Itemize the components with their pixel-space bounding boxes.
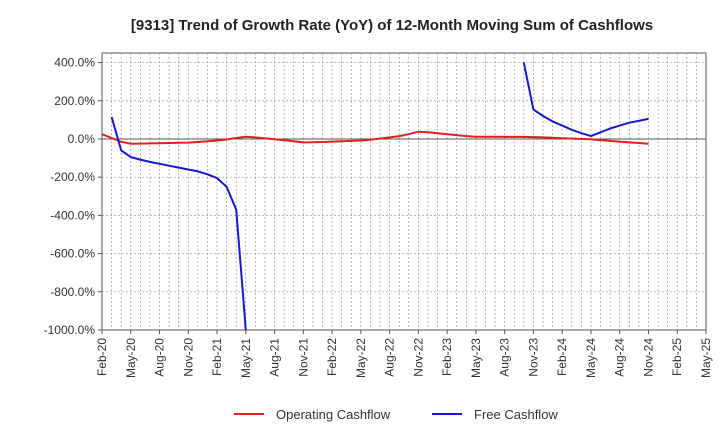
y-tick-label: -800.0% <box>50 285 95 299</box>
x-tick-label: Nov-24 <box>641 338 655 377</box>
x-tick-label: Nov-20 <box>181 338 195 377</box>
y-tick-label: -200.0% <box>50 170 95 184</box>
x-tick-label: Feb-25 <box>670 338 684 376</box>
y-tick-label: -1000.0% <box>44 323 96 337</box>
x-tick-label: Feb-24 <box>555 338 569 376</box>
y-tick-label: -600.0% <box>50 247 95 261</box>
x-tick-label: Nov-23 <box>526 338 540 377</box>
x-tick-label: May-23 <box>469 338 483 378</box>
x-tick-label: Feb-20 <box>95 338 109 376</box>
series-line-1 <box>102 130 649 145</box>
plot-area <box>101 52 707 331</box>
x-tick-label: May-22 <box>354 338 368 378</box>
x-tick-label: Aug-20 <box>153 338 167 377</box>
x-tick-label: Nov-21 <box>296 338 310 377</box>
chart-title: [9313] Trend of Growth Rate (YoY) of 12-… <box>131 17 653 34</box>
x-tick-label: Feb-22 <box>325 338 339 376</box>
x-tick-label: May-24 <box>584 338 598 378</box>
x-tick-label: May-21 <box>239 338 253 378</box>
legend-label: Operating Cashflow <box>276 407 391 422</box>
x-tick-label: Feb-21 <box>210 338 224 376</box>
x-tick-label: May-20 <box>124 338 138 378</box>
x-tick-label: Feb-23 <box>440 338 454 376</box>
x-tick-label: Aug-24 <box>613 338 627 377</box>
y-tick-label: 400.0% <box>54 56 95 70</box>
axes: 400.0% 200.0% 0.0% -200.0% -400.0% -600.0% -80… <box>44 56 713 378</box>
x-tick-label: Aug-23 <box>498 338 512 377</box>
x-tick-label: Aug-21 <box>268 338 282 377</box>
x-tick-label: Aug-22 <box>383 338 397 377</box>
x-tick-label: May-25 <box>699 338 713 378</box>
y-tick-label: -400.0% <box>50 208 95 222</box>
x-tick-label: Nov-22 <box>411 338 425 377</box>
y-tick-label: 0.0% <box>68 132 96 146</box>
series-layer <box>102 62 649 330</box>
legend: Operating Cashflow Free Cashflow <box>234 407 558 422</box>
series-line-2 <box>110 62 649 330</box>
grid <box>101 52 707 331</box>
legend-label: Free Cashflow <box>474 407 558 422</box>
y-tick-label: 200.0% <box>54 94 95 108</box>
